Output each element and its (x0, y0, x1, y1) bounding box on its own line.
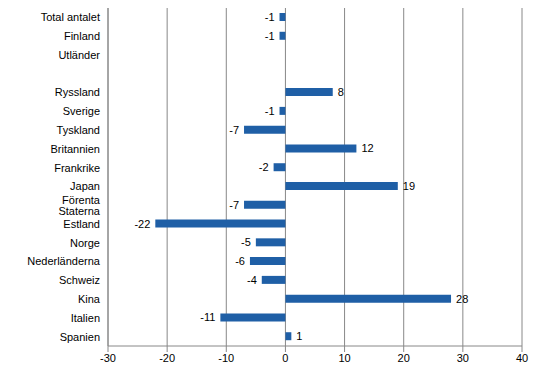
svg-text:-2: -2 (259, 161, 269, 173)
svg-text:Sverige: Sverige (63, 105, 100, 117)
svg-text:19: 19 (403, 180, 415, 192)
svg-text:Japan: Japan (70, 180, 100, 192)
svg-text:FörentaStaterna: FörentaStaterna (58, 194, 100, 217)
svg-text:Italien: Italien (71, 312, 100, 324)
svg-text:Spanien: Spanien (60, 331, 100, 343)
svg-text:-22: -22 (134, 218, 150, 230)
svg-text:-4: -4 (247, 274, 257, 286)
svg-text:Norge: Norge (70, 237, 100, 249)
svg-text:30: 30 (457, 352, 469, 364)
svg-text:Tyskland: Tyskland (57, 124, 100, 136)
svg-text:0: 0 (282, 352, 288, 364)
svg-text:Schweiz: Schweiz (59, 274, 100, 286)
svg-text:-1: -1 (265, 30, 275, 42)
svg-text:-1: -1 (265, 105, 275, 117)
svg-text:20: 20 (398, 352, 410, 364)
svg-text:12: 12 (361, 142, 373, 154)
svg-text:Finland: Finland (64, 30, 100, 42)
svg-text:-7: -7 (229, 199, 239, 211)
svg-text:Frankrike: Frankrike (54, 162, 100, 174)
svg-text:-10: -10 (218, 352, 234, 364)
svg-text:Britannien: Britannien (50, 143, 100, 155)
svg-text:-11: -11 (200, 311, 215, 323)
svg-text:Nederländerna: Nederländerna (27, 255, 101, 267)
svg-text:-5: -5 (241, 236, 251, 248)
svg-text:-7: -7 (229, 124, 239, 136)
svg-text:40: 40 (516, 352, 528, 364)
svg-text:1: 1 (296, 330, 302, 342)
svg-text:28: 28 (456, 293, 468, 305)
svg-text:-1: -1 (265, 11, 275, 23)
svg-text:-30: -30 (100, 352, 116, 364)
svg-text:10: 10 (338, 352, 350, 364)
svg-text:Total antalet: Total antalet (41, 11, 100, 23)
svg-text:Ryssland: Ryssland (55, 86, 100, 98)
svg-text:-20: -20 (159, 352, 175, 364)
svg-text:Kina: Kina (78, 293, 101, 305)
svg-text:Utländer: Utländer (58, 49, 100, 61)
svg-text:8: 8 (338, 86, 344, 98)
svg-text:-6: -6 (235, 255, 245, 267)
svg-text:Estland: Estland (63, 218, 100, 230)
